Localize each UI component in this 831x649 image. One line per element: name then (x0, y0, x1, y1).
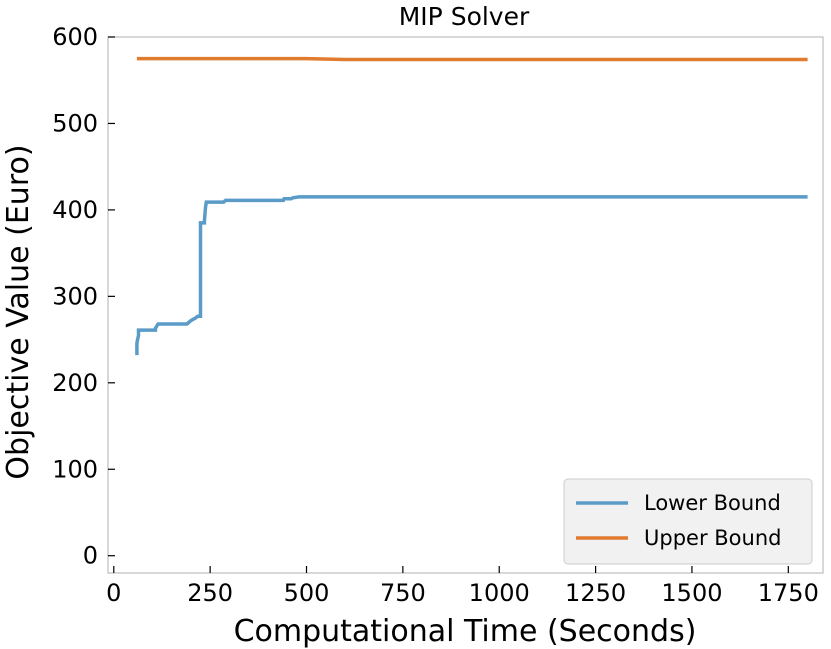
plot-frame (107, 36, 824, 574)
x-tick-label: 1000 (469, 579, 530, 607)
legend: Lower Bound Upper Bound (563, 478, 813, 565)
x-tick-label: 0 (106, 579, 121, 607)
y-tick-label: 200 (52, 369, 98, 397)
y-tick-label: 300 (52, 282, 98, 310)
legend-box (563, 478, 813, 565)
y-tick-label: 500 (52, 109, 98, 137)
x-tick-label: 1500 (661, 579, 722, 607)
x-tick-label: 1750 (758, 579, 819, 607)
x-tick-label: 500 (284, 579, 330, 607)
y-tick-label: 400 (52, 196, 98, 224)
y-tick-label: 600 (52, 23, 98, 51)
chart-title: MIP Solver (399, 2, 530, 31)
series-layer (135, 56, 808, 356)
y-axis-label: Objective Value (Euro) (1, 144, 36, 479)
series-line-lower-bound (135, 195, 808, 356)
x-tick-label: 1250 (565, 579, 626, 607)
x-tick-label: 250 (187, 579, 233, 607)
axis-ticks: 0 250 500 750 1000 1250 1500 1750 0 100 200 300 400 5… (52, 23, 819, 607)
legend-label-lower-bound: Lower Bound (644, 491, 781, 515)
x-axis-label: Computational Time (Seconds) (234, 614, 697, 649)
series-line-upper-bound (136, 56, 808, 62)
x-tick-label: 750 (380, 579, 426, 607)
y-tick-label: 0 (83, 542, 98, 570)
legend-label-upper-bound: Upper Bound (644, 526, 781, 550)
y-tick-label: 100 (52, 455, 98, 483)
